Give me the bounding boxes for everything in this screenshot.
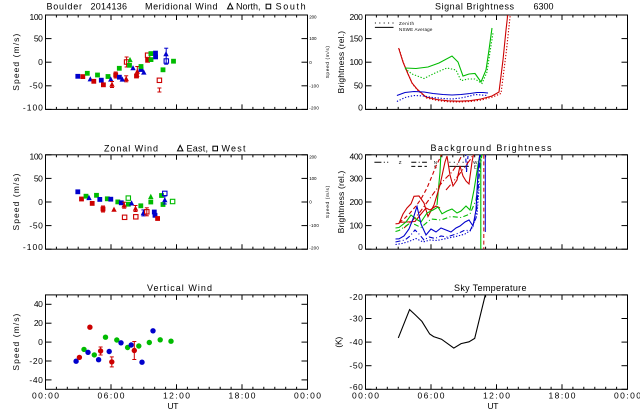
svg-text:50: 50 <box>354 81 363 91</box>
svg-text:UT: UT <box>488 401 499 411</box>
svg-text:-100: -100 <box>309 83 319 88</box>
svg-text:00:00: 00:00 <box>32 390 59 400</box>
svg-text:-200: -200 <box>309 106 319 111</box>
svg-text:-20: -20 <box>349 292 363 302</box>
svg-text:100: 100 <box>30 12 44 22</box>
svg-text:-30: -30 <box>349 313 363 323</box>
svg-text:Sky Temperature: Sky Temperature <box>454 283 527 293</box>
svg-text:E: E <box>474 165 477 170</box>
svg-text:NSWE Average: NSWE Average <box>399 27 433 32</box>
svg-text:Speed (m/s): Speed (m/s) <box>11 34 21 91</box>
svg-text:Brightness (rel.): Brightness (rel.) <box>336 31 346 94</box>
svg-text:0: 0 <box>358 102 363 112</box>
svg-text:00:00: 00:00 <box>614 390 640 400</box>
svg-text:Speed (m/s): Speed (m/s) <box>325 46 331 79</box>
svg-text:0: 0 <box>309 200 312 205</box>
svg-text:50: 50 <box>34 173 43 183</box>
svg-text:Speed (m/s): Speed (m/s) <box>325 185 331 218</box>
svg-text:300: 300 <box>350 173 364 183</box>
svg-text:0: 0 <box>38 57 43 67</box>
svg-text:Meridional Wind: Meridional Wind <box>145 1 218 11</box>
svg-text:20: 20 <box>34 318 43 328</box>
svg-text:06:00: 06:00 <box>98 390 125 400</box>
svg-text:200: 200 <box>350 197 364 207</box>
svg-text:-20: -20 <box>29 356 43 366</box>
svg-text:Zonal Wind: Zonal Wind <box>104 143 158 153</box>
svg-text:200: 200 <box>350 12 364 22</box>
svg-text:Brightness (rel.): Brightness (rel.) <box>336 171 346 234</box>
svg-text:0: 0 <box>38 197 43 207</box>
svg-text:South: South <box>276 1 306 11</box>
svg-text:18:00: 18:00 <box>229 390 256 400</box>
svg-text:W: W <box>473 160 478 165</box>
svg-text:18:00: 18:00 <box>549 390 576 400</box>
svg-text:-50: -50 <box>29 221 43 231</box>
svg-text:100: 100 <box>350 221 364 231</box>
svg-text:Boulder: Boulder <box>47 1 83 11</box>
svg-text:6300: 6300 <box>534 1 554 11</box>
svg-text:East,: East, <box>187 143 209 153</box>
svg-text:06:00: 06:00 <box>418 390 445 400</box>
svg-text:00:00: 00:00 <box>352 390 379 400</box>
svg-text:-100: -100 <box>309 223 319 228</box>
svg-text:00:00: 00:00 <box>294 390 321 400</box>
svg-text:100: 100 <box>350 57 364 67</box>
svg-text:N: N <box>434 160 437 165</box>
svg-text:-60: -60 <box>349 382 363 392</box>
svg-text:-50: -50 <box>29 81 43 91</box>
svg-text:UT: UT <box>168 401 179 411</box>
svg-text:-50: -50 <box>349 361 363 371</box>
svg-text:100: 100 <box>309 36 317 41</box>
svg-text:12:00: 12:00 <box>483 390 510 400</box>
svg-text:100: 100 <box>30 152 44 162</box>
svg-text:0: 0 <box>38 337 43 347</box>
svg-text:Speed (m/s): Speed (m/s) <box>11 313 21 370</box>
svg-text:0: 0 <box>358 242 363 252</box>
svg-text:-100: -100 <box>23 102 43 112</box>
svg-text:-100: -100 <box>23 242 43 252</box>
svg-text:(K): (K) <box>334 336 344 347</box>
svg-text:-40: -40 <box>349 337 363 347</box>
svg-text:Speed (m/s): Speed (m/s) <box>11 173 21 230</box>
svg-text:40: 40 <box>34 299 43 309</box>
svg-text:Signal Brightness: Signal Brightness <box>435 1 515 11</box>
svg-text:Z: Z <box>399 160 402 165</box>
svg-text:North,: North, <box>236 1 261 11</box>
svg-text:0: 0 <box>309 60 312 65</box>
svg-text:400: 400 <box>350 152 364 162</box>
svg-text:200: 200 <box>309 154 317 159</box>
svg-text:12:00: 12:00 <box>163 390 190 400</box>
svg-text:Vertical Wind: Vertical Wind <box>147 283 212 293</box>
svg-text:50: 50 <box>34 34 43 44</box>
svg-text:Zenith: Zenith <box>399 21 414 26</box>
svg-text:-40: -40 <box>29 375 43 385</box>
svg-text:West: West <box>222 143 246 153</box>
svg-text:2014136: 2014136 <box>91 1 128 11</box>
svg-text:200: 200 <box>309 15 317 20</box>
svg-text:150: 150 <box>350 34 364 44</box>
svg-text:-200: -200 <box>309 245 319 250</box>
svg-text:100: 100 <box>309 176 317 181</box>
